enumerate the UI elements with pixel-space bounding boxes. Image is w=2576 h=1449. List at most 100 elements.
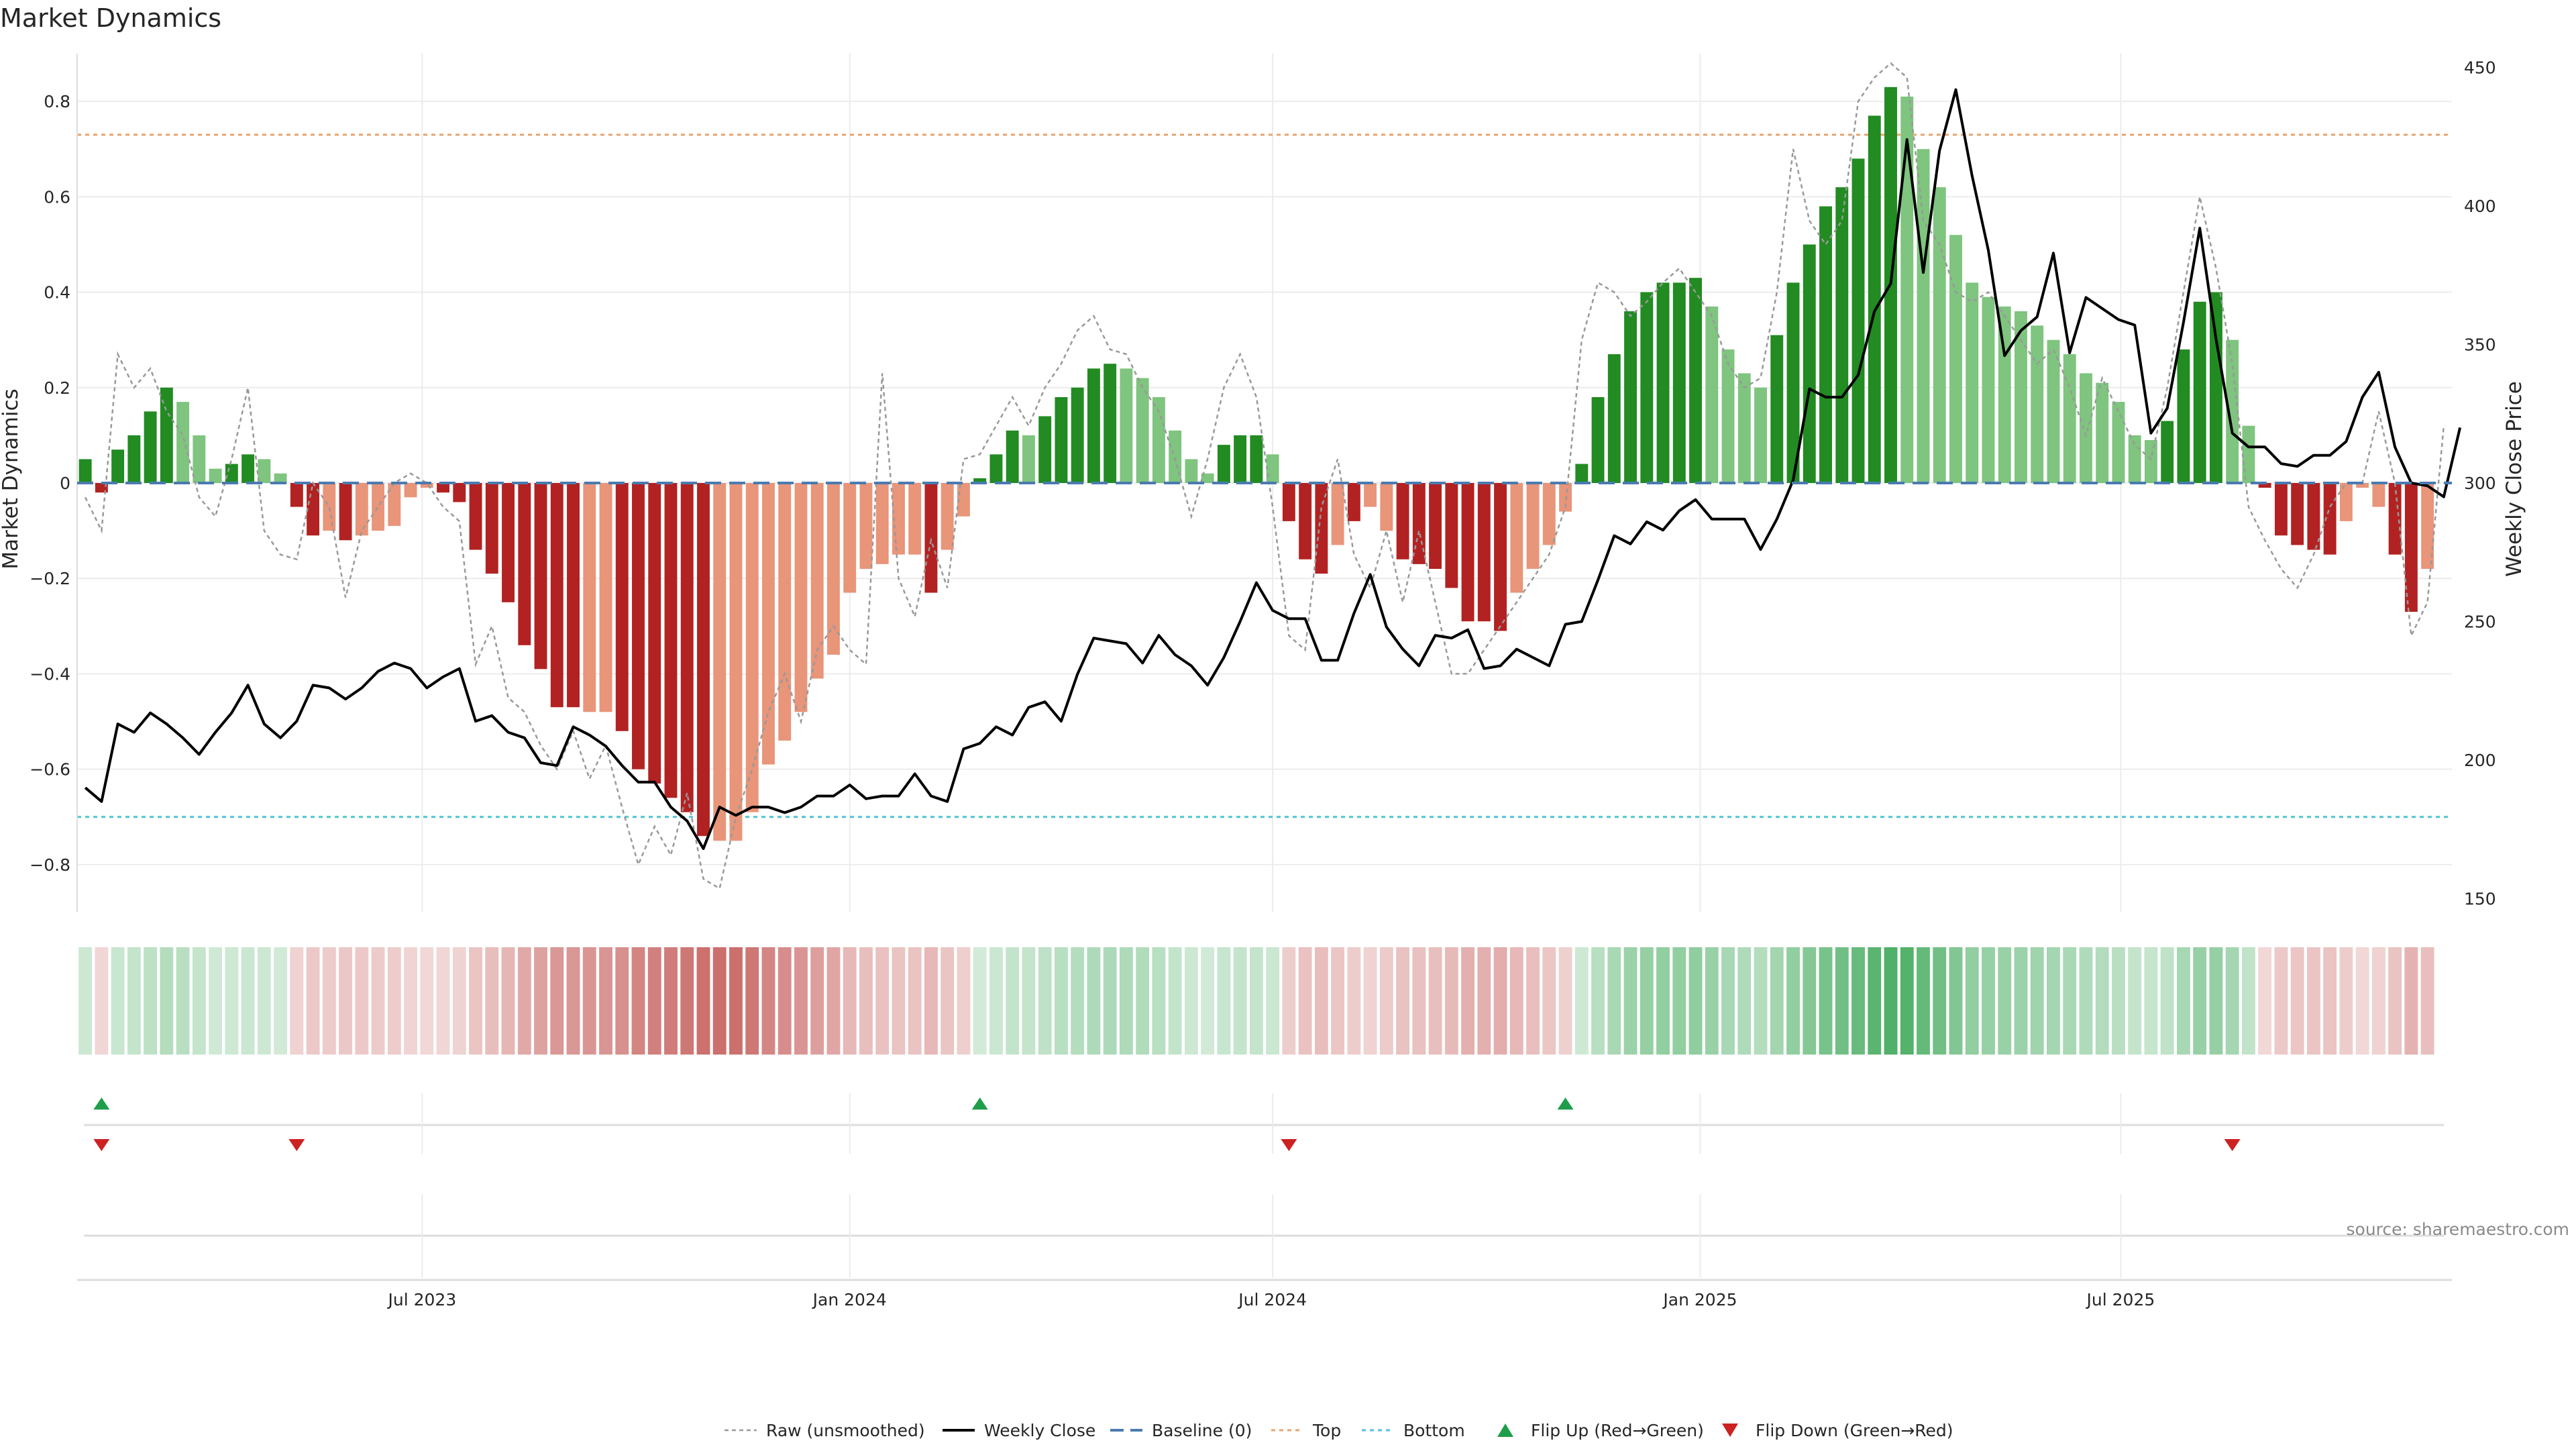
bar bbox=[1526, 483, 1540, 569]
heat-cell bbox=[680, 947, 694, 1055]
heat-cell bbox=[404, 947, 417, 1055]
heat-cell bbox=[1917, 947, 1930, 1055]
bar bbox=[1494, 483, 1507, 631]
bar bbox=[404, 483, 417, 498]
legend-item: Bottom bbox=[1362, 1421, 1465, 1440]
heat-cell bbox=[1965, 947, 1979, 1055]
heat-cell bbox=[1688, 947, 1703, 1055]
bar bbox=[2193, 301, 2206, 483]
bar bbox=[1087, 368, 1100, 483]
heat-cell bbox=[2225, 947, 2239, 1055]
bar bbox=[193, 435, 206, 483]
bar bbox=[1672, 282, 1686, 483]
bar bbox=[2274, 483, 2288, 536]
heat-cell bbox=[2176, 947, 2190, 1055]
chart-title: Market Dynamics bbox=[0, 3, 221, 33]
bar bbox=[1006, 430, 1019, 483]
heat-cell bbox=[1396, 947, 1410, 1055]
bar bbox=[2242, 425, 2255, 483]
bar bbox=[1380, 483, 1393, 531]
bar bbox=[583, 483, 596, 712]
heat-cell bbox=[1249, 947, 1263, 1055]
heat-cell bbox=[745, 947, 759, 1055]
heat-cell bbox=[160, 947, 174, 1055]
heat-cell bbox=[1071, 947, 1085, 1055]
heat-cell bbox=[2079, 947, 2093, 1055]
bar bbox=[1429, 483, 1442, 569]
bar bbox=[160, 387, 173, 483]
heat-cell bbox=[1803, 947, 1817, 1055]
heat-cell bbox=[1819, 947, 1833, 1055]
y-left-tick-label: 0.6 bbox=[44, 187, 70, 207]
heat-cell bbox=[111, 947, 125, 1055]
x-tick-label: Jul 2023 bbox=[387, 1290, 457, 1309]
heat-cell bbox=[2160, 947, 2174, 1055]
heat-cell bbox=[859, 947, 873, 1055]
bar bbox=[420, 483, 433, 488]
bar bbox=[892, 483, 905, 555]
bar bbox=[372, 483, 385, 531]
heat-cell bbox=[1184, 947, 1198, 1055]
bar bbox=[2079, 373, 2092, 483]
y-right-tick-label: 450 bbox=[2464, 58, 2496, 78]
bar bbox=[2372, 483, 2385, 507]
heat-cell bbox=[2128, 947, 2142, 1055]
heat-cell bbox=[1672, 947, 1686, 1055]
bar bbox=[1331, 483, 1344, 545]
heat-cell bbox=[1022, 947, 1036, 1055]
heat-cell bbox=[2144, 947, 2158, 1055]
heat-cell bbox=[1314, 947, 1328, 1055]
bar bbox=[1982, 297, 1995, 483]
heat-cell bbox=[1640, 947, 1654, 1055]
y-left-tick-label: −0.6 bbox=[30, 760, 70, 780]
bar bbox=[1461, 483, 1474, 622]
heat-cell bbox=[1477, 947, 1491, 1055]
heat-cell bbox=[1770, 947, 1784, 1055]
heat-cell bbox=[1884, 947, 1898, 1055]
heat-cell bbox=[777, 947, 792, 1055]
bar bbox=[144, 411, 157, 483]
bar bbox=[2209, 292, 2222, 483]
bar bbox=[794, 483, 808, 712]
heat-cell bbox=[2404, 947, 2418, 1055]
bar bbox=[1542, 483, 1556, 545]
heat-cell bbox=[436, 947, 450, 1055]
legend-item: Flip Up (Red→Green) bbox=[1497, 1421, 1704, 1440]
bar bbox=[2404, 483, 2418, 612]
bar bbox=[1868, 115, 1881, 483]
heat-cell bbox=[924, 947, 938, 1055]
y-left-tick-label: 0.4 bbox=[44, 283, 70, 303]
heat-cell bbox=[485, 947, 499, 1055]
heat-cell bbox=[2339, 947, 2353, 1055]
bar bbox=[1266, 454, 1279, 483]
heat-cell bbox=[1168, 947, 1182, 1055]
heat-cell bbox=[469, 947, 482, 1055]
bar bbox=[2291, 483, 2304, 545]
heat-cell bbox=[1152, 947, 1166, 1055]
bar bbox=[502, 483, 515, 602]
legend-item: Top bbox=[1271, 1421, 1341, 1440]
heat-cell bbox=[1900, 947, 1914, 1055]
heat-cell bbox=[1868, 947, 1882, 1055]
bar bbox=[225, 464, 238, 483]
bar bbox=[1364, 483, 1377, 507]
heat-cell bbox=[761, 947, 775, 1055]
bar bbox=[1607, 354, 1621, 483]
heat-cell bbox=[1656, 947, 1670, 1055]
bar bbox=[95, 483, 108, 493]
bar bbox=[648, 483, 661, 784]
y-left-tick-label: 0.2 bbox=[44, 378, 70, 398]
heat-cell bbox=[1526, 947, 1540, 1055]
heat-cell bbox=[1786, 947, 1800, 1055]
bar bbox=[1022, 435, 1035, 483]
bar bbox=[1819, 206, 1832, 483]
bar bbox=[615, 483, 629, 731]
bar bbox=[1299, 483, 1312, 559]
flip-down-marker bbox=[288, 1139, 305, 1151]
reference-lines bbox=[77, 133, 2452, 818]
heat-cell bbox=[1933, 947, 1947, 1055]
bar bbox=[2307, 483, 2320, 550]
bar bbox=[1250, 435, 1263, 483]
bar bbox=[2258, 483, 2271, 488]
bar bbox=[241, 454, 255, 483]
